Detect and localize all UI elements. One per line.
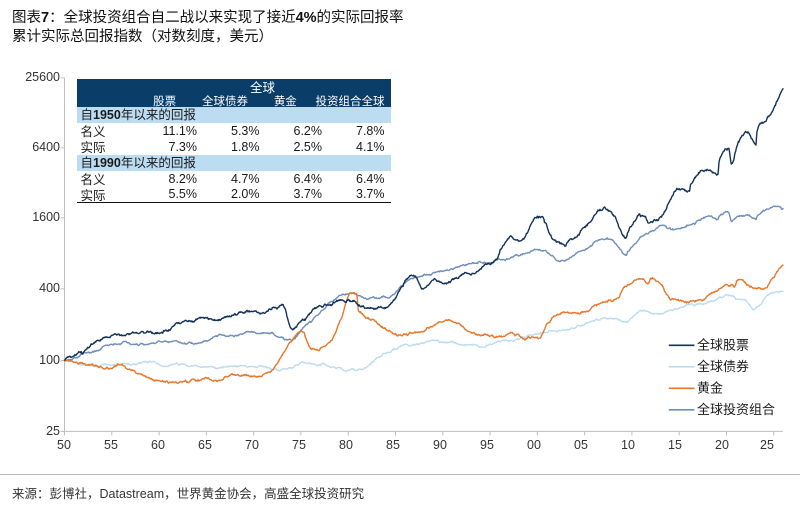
svg-text:全球投资组合: 全球投资组合	[697, 402, 775, 417]
svg-text:全球股票: 全球股票	[697, 337, 749, 352]
svg-text:全球债券: 全球债券	[697, 359, 749, 374]
svg-text:黄金: 黄金	[697, 380, 723, 395]
